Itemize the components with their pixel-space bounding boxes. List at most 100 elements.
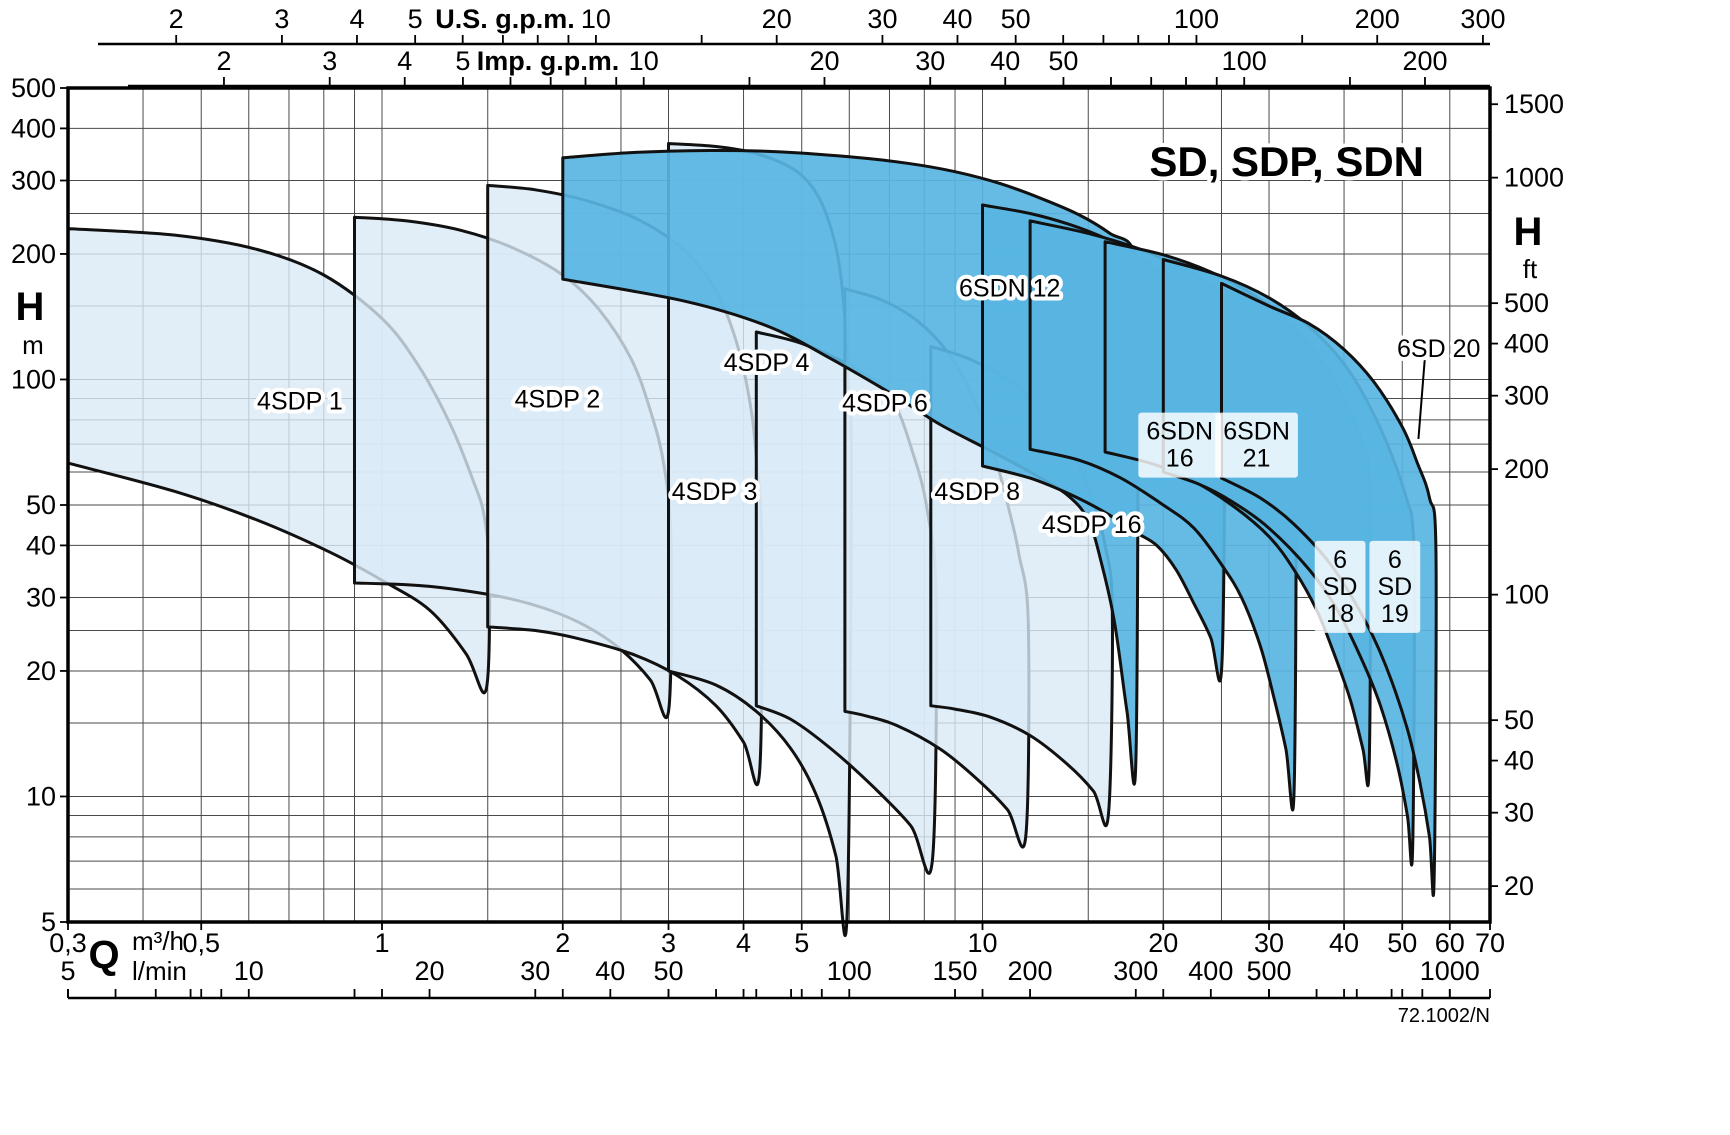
chart-title: SD, SDP, SDN (1145, 134, 1428, 189)
svg-text:ft: ft (1523, 254, 1538, 284)
leader-line (1417, 359, 1426, 440)
svg-text:10: 10 (629, 46, 659, 76)
svg-text:30: 30 (1504, 798, 1534, 828)
svg-text:30: 30 (26, 583, 56, 613)
svg-text:50: 50 (26, 490, 56, 520)
svg-text:100: 100 (1174, 4, 1219, 34)
svg-text:0,3: 0,3 (49, 928, 87, 958)
svg-text:1: 1 (374, 928, 389, 958)
x-axis-usgpm: 2 3 4 5 10 20 30 40 50 100 200 300 U.S. g.p.m. (98, 4, 1505, 46)
svg-text:5: 5 (60, 956, 75, 986)
svg-text:1500: 1500 (1504, 89, 1564, 119)
svg-text:400: 400 (1188, 956, 1233, 986)
svg-text:40: 40 (1504, 746, 1534, 776)
svg-text:200: 200 (1504, 454, 1549, 484)
svg-text:10: 10 (234, 956, 264, 986)
svg-text:150: 150 (932, 956, 977, 986)
svg-text:100: 100 (827, 956, 872, 986)
svg-text:6SDN 12: 6SDN 12 (959, 275, 1060, 303)
label-box (1215, 412, 1298, 478)
svg-text:500: 500 (11, 73, 56, 103)
svg-text:400: 400 (1504, 329, 1549, 359)
svg-text:3: 3 (661, 928, 676, 958)
svg-text:4SDP 3: 4SDP 3 (672, 478, 758, 506)
svg-text:4SDP 8: 4SDP 8 (934, 478, 1020, 506)
svg-text:300: 300 (11, 166, 56, 196)
svg-text:H: H (1514, 210, 1543, 254)
svg-text:4SDP 4: 4SDP 4 (724, 349, 810, 377)
svg-text:H: H (16, 285, 45, 329)
drawing-number: 72.1002/N (1398, 1005, 1490, 1027)
svg-text:4SDP 2: 4SDP 2 (515, 386, 601, 414)
svg-text:1000: 1000 (1504, 163, 1564, 193)
label-4sdp-2: 4SDP 2 (511, 382, 605, 418)
svg-text:400: 400 (11, 113, 56, 143)
svg-text:200: 200 (1008, 956, 1053, 986)
svg-text:2: 2 (169, 4, 184, 34)
label-4sdp-8: 4SDP 8 (930, 474, 1024, 510)
svg-text:60: 60 (1435, 928, 1465, 958)
svg-text:20: 20 (809, 46, 839, 76)
label-box (1369, 540, 1421, 633)
chart-note: 72.1002/N (1398, 1005, 1490, 1027)
svg-text:40: 40 (942, 4, 972, 34)
svg-text:30: 30 (1254, 928, 1284, 958)
label-4sdp-16: 4SDP 16 (1038, 507, 1146, 543)
svg-text:200: 200 (1402, 46, 1447, 76)
svg-text:4SDP 1: 4SDP 1 (257, 388, 343, 416)
svg-text:l/min: l/min (132, 956, 187, 986)
label-6sd-20: 6SD 20 (1393, 331, 1484, 440)
svg-text:5: 5 (41, 907, 56, 937)
label-6-sd-18: 6 SD 18 (1314, 540, 1366, 633)
svg-text:4: 4 (397, 46, 412, 76)
svg-text:2: 2 (555, 928, 570, 958)
x-axis-impgpm: 2 3 4 5 10 20 30 40 50 100 200 Imp. g.p.m. (128, 46, 1490, 88)
svg-text:Q: Q (88, 933, 119, 977)
svg-text:20: 20 (26, 656, 56, 686)
svg-text:4SDP 6: 4SDP 6 (842, 390, 928, 418)
label-4sdp-1: 4SDP 1 (253, 384, 347, 420)
svg-text:30: 30 (867, 4, 897, 34)
label-6-sd-19: 6 SD 19 (1369, 540, 1421, 633)
label-6sdn-12: 6SDN 12 (955, 271, 1064, 307)
svg-text:200: 200 (1355, 4, 1400, 34)
svg-text:10: 10 (581, 4, 611, 34)
svg-text:0,5: 0,5 (182, 928, 220, 958)
svg-text:20: 20 (1148, 928, 1178, 958)
svg-text:100: 100 (11, 364, 56, 394)
svg-text:4: 4 (736, 928, 751, 958)
svg-text:500: 500 (1246, 956, 1291, 986)
svg-text:30: 30 (520, 956, 550, 986)
svg-text:100: 100 (1504, 580, 1549, 610)
label-6sdn-21: 6SDN 21 (1215, 412, 1298, 478)
svg-text:20: 20 (762, 4, 792, 34)
svg-text:50: 50 (1048, 46, 1078, 76)
label-box (1138, 412, 1222, 478)
svg-text:50: 50 (1504, 705, 1534, 735)
svg-text:30: 30 (915, 46, 945, 76)
label-box (1314, 540, 1366, 633)
svg-text:70: 70 (1475, 928, 1505, 958)
svg-text:4SDP 16: 4SDP 16 (1042, 511, 1142, 539)
svg-text:50: 50 (653, 956, 683, 986)
pump-envelopes (66, 142, 1438, 937)
svg-text:4: 4 (349, 4, 364, 34)
label-4sdp-3: 4SDP 3 (668, 474, 762, 510)
svg-text:20: 20 (415, 956, 445, 986)
svg-text:3: 3 (274, 4, 289, 34)
svg-text:50: 50 (1001, 4, 1031, 34)
y-axis-m: 500 400 300 200 100 50 40 30 20 10 5 Hm (11, 73, 68, 937)
svg-text:40: 40 (595, 956, 625, 986)
page-title: SD, SDP, SDN (1149, 138, 1424, 185)
svg-text:300: 300 (1504, 381, 1549, 411)
svg-text:Imp. g.p.m.: Imp. g.p.m. (477, 46, 620, 76)
svg-text:5: 5 (408, 4, 423, 34)
svg-text:100: 100 (1222, 46, 1267, 76)
svg-text:6SD 20: 6SD 20 (1397, 335, 1480, 363)
svg-text:40: 40 (990, 46, 1020, 76)
